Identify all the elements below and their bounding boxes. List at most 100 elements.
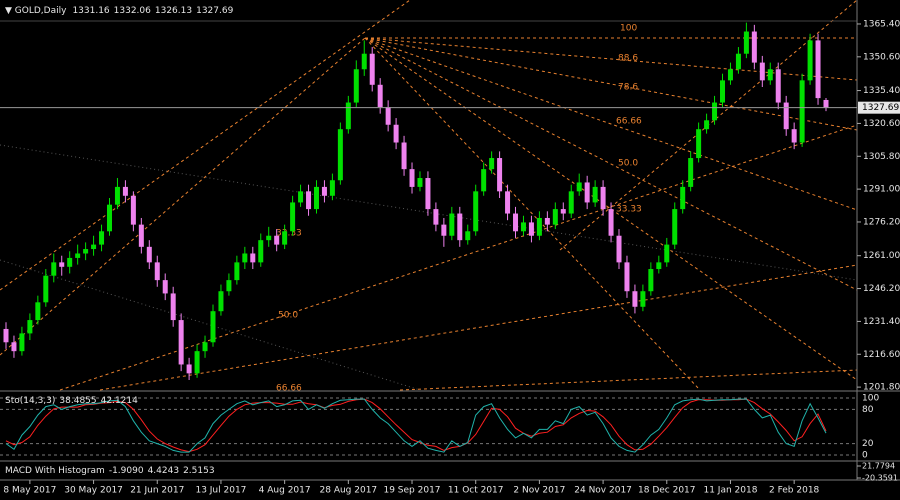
candle-body (775, 69, 781, 103)
candle-body (696, 129, 702, 159)
candle-body (417, 178, 423, 187)
candle-body (735, 53, 741, 70)
candle-body (130, 195, 136, 225)
candle-body (250, 253, 256, 263)
macd-reading: -1.9090 (109, 466, 144, 476)
y-tick-label: 0 (862, 451, 868, 461)
y-tick-label: 1231.40 (863, 317, 900, 327)
candle-body (99, 231, 105, 245)
y-tick-label: 1246.20 (863, 284, 900, 294)
candle-body (640, 291, 646, 307)
candle-body (743, 31, 749, 54)
candle-body (648, 269, 654, 292)
candle-body (592, 186, 598, 203)
candle-body (186, 364, 192, 374)
candle-body (727, 69, 733, 81)
x-tick-label: 19 Sep 2017 (383, 486, 440, 496)
x-tick-label: 8 May 2017 (3, 486, 56, 496)
x-tick-label: 30 May 2017 (64, 486, 123, 496)
candle-body (783, 102, 789, 130)
x-tick-label: 13 Jul 2017 (195, 486, 246, 496)
candle-body (91, 244, 97, 250)
candle-body (226, 280, 232, 292)
macd-header: MACD With Histogram -1.9090 4.4243 2.5153 (5, 466, 215, 476)
candle-body (194, 351, 200, 374)
open-reading: 1331.16 (72, 6, 109, 16)
candle-body (751, 31, 757, 63)
fib-label: 100 (620, 24, 637, 34)
indicator-name: Sto(14,3,3) (5, 396, 55, 406)
y-tick-label: 1201.80 (863, 383, 900, 393)
y-tick-label: 100 (862, 394, 879, 404)
candle-body (202, 342, 208, 352)
candle-body (274, 235, 280, 245)
candle-body (815, 40, 821, 99)
y-tick-label: 1320.60 (863, 119, 900, 129)
current-price-label: 1327.69 (862, 103, 899, 113)
x-tick-label: 28 Aug 2017 (320, 486, 378, 496)
candle-body (576, 182, 582, 192)
candle-body (345, 102, 351, 130)
candle-body (465, 231, 471, 241)
candle-body (664, 244, 670, 263)
macd-reading: 4.4243 (148, 466, 180, 476)
candle-body (178, 320, 184, 365)
candle-body (218, 291, 224, 312)
y-tick-label: 1291.00 (863, 185, 900, 195)
candle-body (154, 262, 160, 281)
candle-body (306, 191, 312, 210)
candle-body (688, 158, 694, 187)
candle-body (528, 222, 534, 236)
marks: 1365.40 1350.60 1335.40 1320.60 1305.80 1291.… (0, 19, 900, 496)
candle-body (560, 209, 566, 214)
y-tick-label: 1350.60 (863, 52, 900, 62)
candle-body (337, 129, 343, 181)
candle-body (83, 249, 89, 254)
fib-label: 50.0 (278, 311, 298, 321)
chart-header: ▼ GOLD,Daily 1331.16 1332.06 1326.13 1327.69 (5, 6, 234, 16)
candle-body (409, 169, 415, 187)
y-tick-label: 1365.40 (863, 19, 900, 29)
candle-body (433, 209, 439, 225)
candle-body (369, 53, 375, 85)
candle-body (401, 142, 407, 170)
candle-body (449, 213, 455, 236)
candle-body (27, 320, 33, 334)
fib-label: 50.0 (618, 159, 638, 169)
candle-body (162, 280, 168, 294)
candle-body (624, 262, 630, 292)
candle-body (282, 231, 288, 245)
candle-body (290, 202, 296, 232)
candle-body (473, 191, 479, 232)
candle-body (712, 102, 718, 121)
x-tick-label: 11 Oct 2017 (448, 486, 504, 496)
candle-body (823, 99, 829, 108)
candle-body (608, 209, 614, 236)
close-reading: 1327.69 (196, 6, 233, 16)
current-price-box (858, 101, 900, 114)
candle-body (258, 240, 264, 263)
candle-body (234, 262, 240, 281)
candle-body (377, 84, 383, 107)
candle-body (393, 124, 399, 143)
d-reading: 42.1214 (101, 396, 138, 406)
x-tick-label: 2 Nov 2017 (513, 486, 565, 496)
candle-body (672, 209, 678, 245)
candle-body (67, 257, 73, 267)
fib-label: 33.33 (616, 205, 642, 215)
candle-body (51, 262, 57, 276)
x-tick-label: 21 Jun 2017 (130, 486, 184, 496)
y-tick-label: 80 (862, 405, 874, 415)
x-tick-label: 2 Feb 2018 (769, 486, 820, 496)
candle-body (791, 129, 797, 143)
candle-body (138, 224, 144, 247)
stochastic-header: Sto(14,3,3) 38.4855 42.1214 (5, 396, 138, 406)
candle-body (353, 69, 359, 103)
candle-body (767, 69, 773, 81)
y-tick-label: 1276.20 (863, 217, 900, 227)
candle-body (385, 106, 391, 125)
candle-body (552, 209, 558, 225)
candle-body (35, 302, 41, 321)
candle-body (489, 158, 495, 170)
